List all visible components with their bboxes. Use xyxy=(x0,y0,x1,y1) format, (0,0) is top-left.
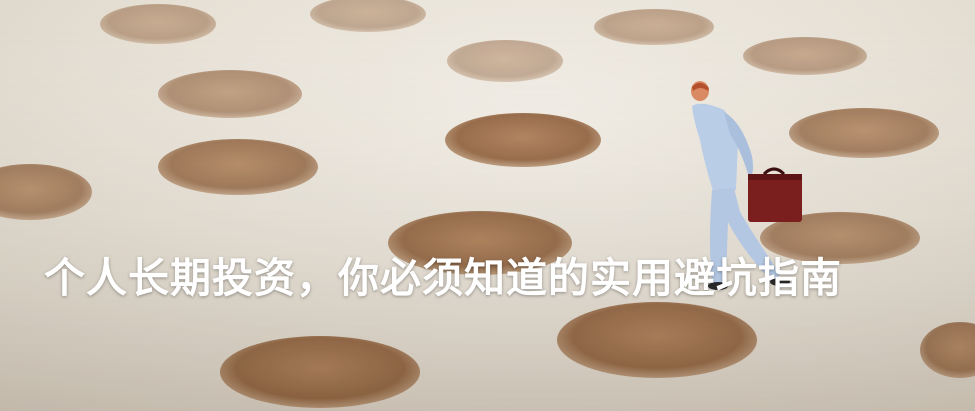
miniature-figure xyxy=(691,81,802,290)
article-title: 个人长期投资，你必须知道的实用避坑指南 xyxy=(44,254,842,302)
